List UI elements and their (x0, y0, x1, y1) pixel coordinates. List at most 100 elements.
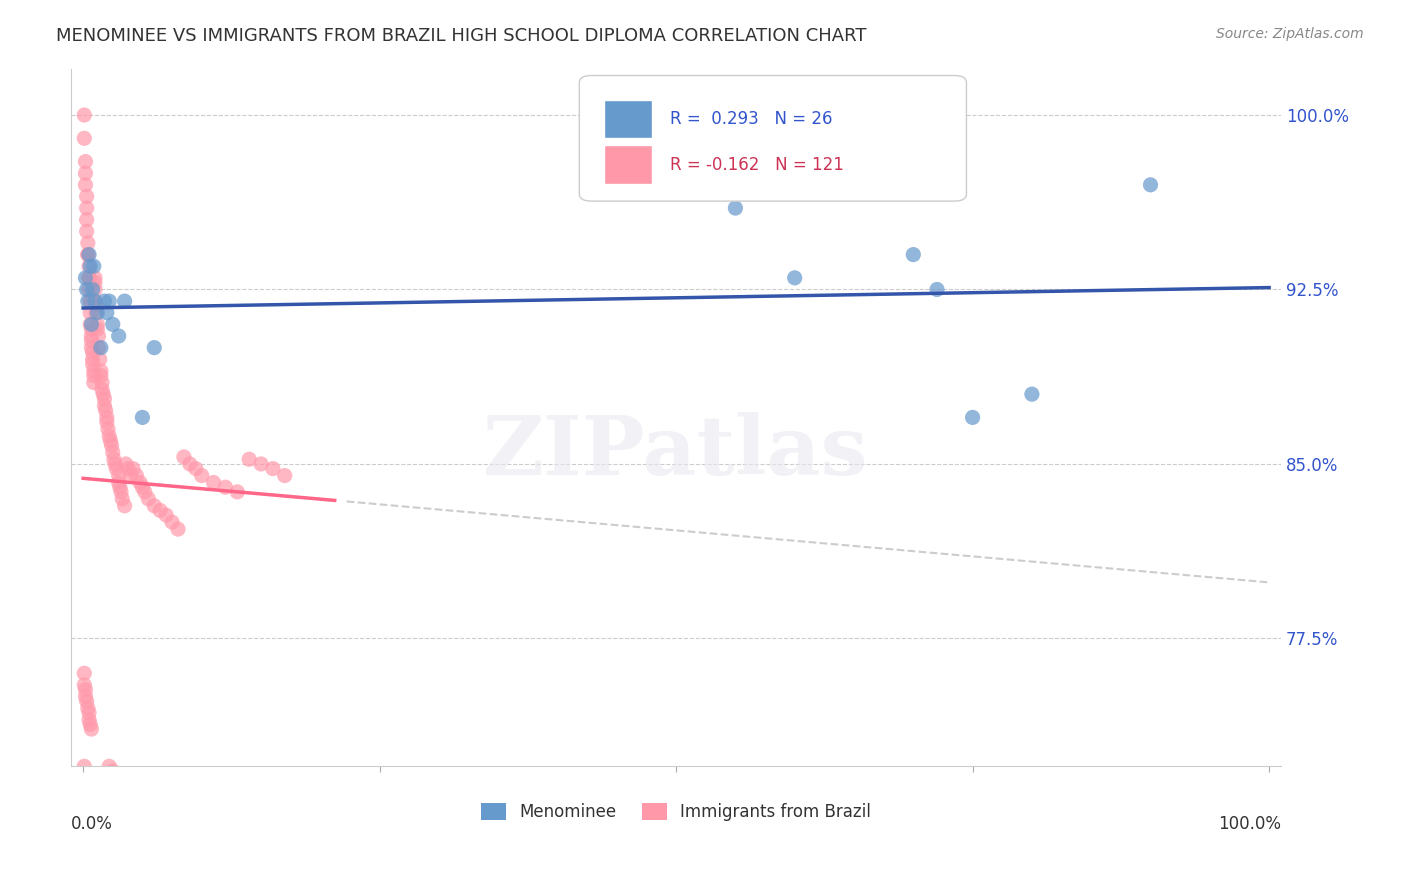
Point (262, 461, 284, 475)
Point (76, 201, 98, 215)
Point (903, 247, 925, 261)
FancyBboxPatch shape (579, 76, 966, 201)
Point (783, 271, 806, 285)
Point (117, 461, 139, 475)
Point (77, 283, 100, 297)
Point (134, 484, 156, 499)
Point (96, 410, 118, 425)
Point (274, 468, 297, 483)
Point (143, 499, 166, 513)
Point (122, 461, 145, 475)
Point (226, 484, 249, 499)
Point (114, 294, 136, 309)
Point (79, 259, 101, 273)
Point (96, 778, 118, 792)
Point (80, 318, 103, 332)
Point (90, 368, 112, 383)
Point (83, 368, 105, 383)
Point (114, 805, 136, 820)
Point (98, 429, 121, 443)
Point (82, 357, 104, 371)
Point (80, 329, 103, 343)
Point (76, 701, 98, 715)
Point (84, 276, 107, 290)
Point (238, 452, 260, 467)
Point (76, 247, 98, 261)
Point (76, 235, 98, 250)
Point (96, 306, 118, 320)
Legend: Menominee, Immigrants from Brazil: Menominee, Immigrants from Brazil (475, 797, 877, 828)
Point (167, 522, 190, 536)
Point (90, 341, 112, 355)
Point (73, 852, 96, 866)
Point (75, 690, 97, 704)
Point (76, 782, 98, 797)
Point (84, 271, 107, 285)
Point (75, 166, 97, 180)
Point (131, 410, 153, 425)
Point (79, 294, 101, 309)
Point (114, 499, 136, 513)
Point (82, 352, 104, 367)
Point (101, 318, 124, 332)
Point (108, 480, 131, 494)
Point (73, 131, 96, 145)
Point (79, 318, 101, 332)
Point (214, 480, 236, 494)
Point (76, 787, 98, 801)
Point (98, 294, 121, 309)
Point (190, 468, 212, 483)
Point (87, 341, 110, 355)
Point (83, 376, 105, 390)
Point (107, 468, 129, 483)
Point (91, 387, 114, 401)
Point (105, 461, 128, 475)
Point (77, 271, 100, 285)
Point (104, 457, 127, 471)
Point (143, 341, 166, 355)
Point (76, 189, 98, 203)
Point (84, 834, 107, 848)
Text: R =  0.293   N = 26: R = 0.293 N = 26 (671, 111, 832, 128)
Point (86, 322, 108, 336)
Point (76, 794, 98, 808)
Point (80, 722, 103, 736)
Point (250, 457, 273, 471)
Point (91, 376, 114, 390)
Text: ZIPatlas: ZIPatlas (484, 412, 869, 492)
Point (111, 491, 134, 506)
Point (925, 283, 948, 297)
Point (94, 403, 117, 417)
Point (76, 294, 98, 309)
Point (76, 212, 98, 227)
Bar (603, 100, 652, 138)
Point (86, 306, 108, 320)
Point (155, 508, 177, 522)
Point (76, 829, 98, 843)
Point (75, 824, 97, 838)
Point (93, 399, 115, 413)
Point (90, 364, 112, 378)
Point (149, 503, 172, 517)
Point (75, 771, 97, 785)
Point (76, 694, 98, 708)
Point (75, 778, 97, 792)
Bar (603, 145, 652, 184)
Point (131, 480, 153, 494)
Point (82, 805, 104, 820)
Point (77, 706, 100, 720)
Point (129, 475, 152, 490)
Point (77, 259, 100, 273)
Point (80, 322, 103, 336)
Point (82, 345, 104, 359)
Point (76, 283, 98, 297)
Text: 0.0%: 0.0% (72, 815, 112, 833)
Point (93, 771, 115, 785)
Point (84, 810, 107, 824)
Text: R = -0.162   N = 121: R = -0.162 N = 121 (671, 156, 844, 174)
Text: 100.0%: 100.0% (1218, 815, 1281, 833)
Point (101, 445, 124, 459)
Point (91, 383, 114, 397)
Point (962, 410, 984, 425)
Point (73, 108, 96, 122)
